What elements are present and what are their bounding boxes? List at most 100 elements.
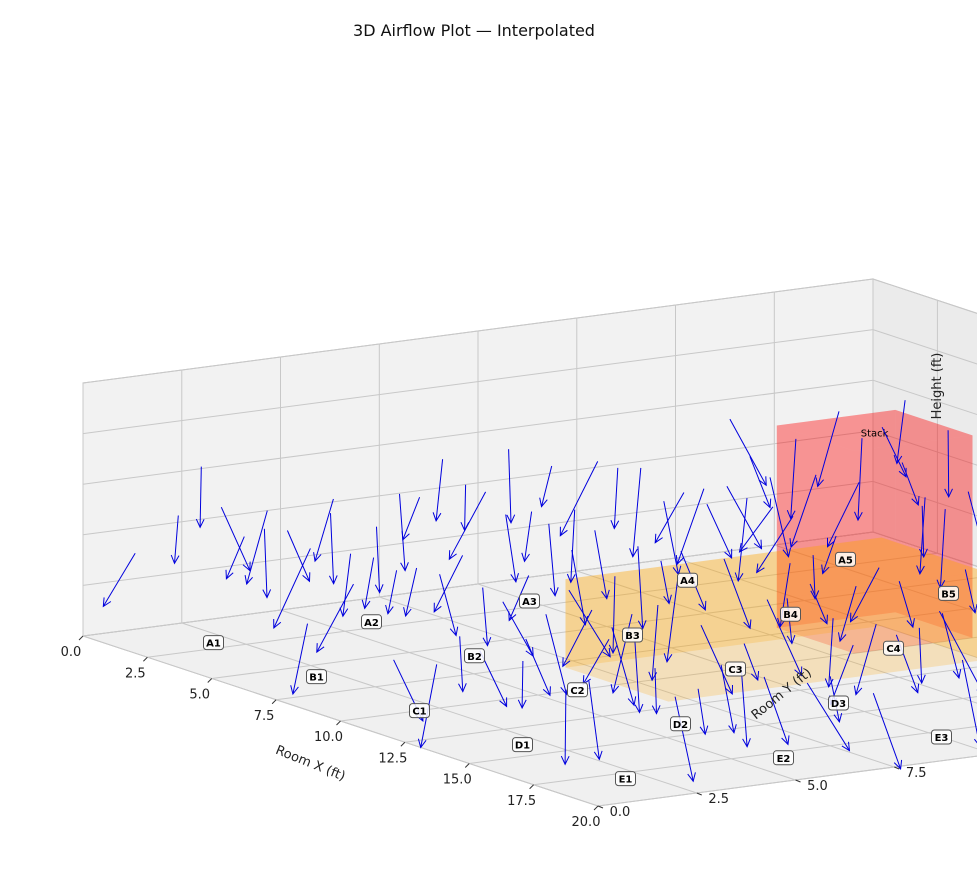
vector-head: [919, 548, 928, 559]
vector-head: [506, 514, 516, 525]
vector-head: [789, 538, 798, 549]
airflow-vector: [401, 497, 421, 541]
vector-shaft: [405, 567, 418, 617]
vector-shaft: [756, 515, 794, 573]
airflow-vector: [723, 558, 752, 630]
point-label-box: [615, 771, 636, 787]
airflow-vector: [439, 574, 459, 637]
vector-head: [313, 552, 322, 563]
airflow-vector: [290, 623, 308, 696]
airflow-vector: [637, 546, 647, 630]
vector-head: [782, 547, 791, 558]
point-label: E2: [777, 754, 791, 765]
x-tick-mark: [593, 805, 599, 811]
vector-shaft: [739, 506, 774, 553]
airflow-vector: [610, 467, 620, 530]
measurement-point-b3: B3: [622, 627, 643, 643]
vector-head: [810, 590, 820, 600]
vector-shaft: [559, 461, 599, 536]
vector-shaft: [594, 530, 608, 599]
x-tick-label: 7.5: [254, 709, 275, 724]
vector-shaft: [508, 575, 530, 621]
airflow-vector: [763, 676, 790, 746]
airflow-vector: [700, 624, 733, 696]
vector-head: [786, 634, 796, 645]
vector-head: [601, 589, 610, 600]
vector-shaft: [541, 465, 553, 507]
vector-shaft: [199, 466, 202, 528]
vector-shaft: [263, 528, 268, 598]
vector-shaft: [809, 583, 828, 624]
vector-shaft: [850, 567, 880, 622]
airflow-vector: [821, 535, 837, 575]
vector-head: [906, 618, 915, 629]
vector-head: [244, 575, 253, 586]
vector-shaft: [749, 456, 771, 508]
vector-shaft: [822, 535, 837, 574]
vector-head: [458, 683, 467, 693]
vector-head: [728, 724, 737, 734]
measurement-point-d3: D3: [828, 695, 849, 711]
vector-head: [549, 587, 559, 597]
airflow-vector: [521, 511, 533, 563]
vector-head: [316, 643, 325, 654]
x-tick-label: 12.5: [378, 751, 407, 766]
vector-shaft: [726, 486, 762, 549]
vector-shaft: [246, 510, 268, 585]
vector-shaft: [402, 497, 421, 540]
airflow-vector: [374, 526, 384, 594]
vector-shaft: [102, 552, 136, 607]
vector-head: [339, 607, 349, 618]
airflow-vector: [505, 514, 519, 583]
vector-head: [663, 594, 672, 605]
vector-shaft: [723, 558, 751, 629]
airflow-vector: [944, 430, 953, 499]
vector-head: [756, 563, 765, 574]
box-face: [881, 537, 977, 658]
x-tick-label: 10.0: [314, 730, 343, 745]
vector-head: [734, 572, 744, 583]
vector-shaft: [918, 627, 923, 684]
vector-head: [560, 755, 570, 766]
vector-head: [433, 602, 442, 613]
airflow-vector: [629, 467, 642, 558]
airflow-vector: [809, 583, 828, 625]
vector-shaft: [612, 576, 616, 654]
vector-shaft: [939, 509, 946, 589]
y-tick-label: 2.5: [708, 792, 729, 807]
point-label-box: [883, 640, 904, 656]
airflow-vector: [170, 515, 180, 565]
x-tick-mark: [464, 763, 470, 768]
vector-shaft: [921, 505, 925, 558]
point-label: B1: [309, 673, 324, 684]
vector-head: [170, 554, 180, 565]
vector-head: [499, 697, 508, 708]
box-face: [565, 537, 977, 614]
point-label: D3: [831, 699, 846, 710]
vector-head: [725, 684, 733, 696]
vector-shaft: [582, 638, 610, 685]
point-label-box: [938, 585, 959, 601]
x-tick-mark: [400, 741, 406, 747]
vector-head: [525, 647, 534, 658]
vector-shaft: [857, 438, 863, 521]
vector-head: [841, 741, 851, 752]
vector-head: [482, 637, 492, 647]
airflow-vector: [517, 660, 527, 710]
vector-head: [794, 666, 803, 677]
vector-head: [853, 685, 863, 696]
vector-head: [815, 477, 824, 488]
airflow-vector: [339, 553, 352, 618]
airflow-vector: [403, 567, 418, 618]
airflow-vector: [539, 465, 553, 508]
airflow-vector: [674, 696, 696, 783]
x-tick-label: 17.5: [507, 794, 536, 809]
vector-shaft: [464, 484, 467, 531]
airflow-vector: [568, 589, 611, 658]
airflow-vector: [749, 456, 772, 509]
vector-head: [432, 512, 442, 522]
y-tick-mark: [597, 805, 604, 809]
vector-head: [675, 554, 685, 566]
airflow-vector: [872, 693, 903, 770]
airflow-vector: [853, 623, 877, 696]
